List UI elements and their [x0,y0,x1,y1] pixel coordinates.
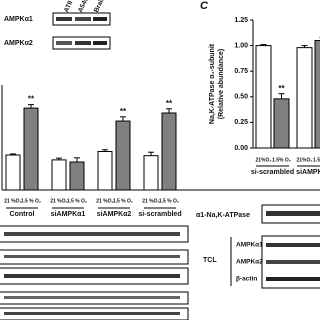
lane-label: Brain [93,0,106,14]
y-tick-label: 0.75 [234,68,248,75]
band [93,41,107,45]
band [266,211,320,216]
bar [5,154,21,191]
y-tick-label: 0.25 [234,119,248,126]
significance: ** [28,95,35,104]
x-tick-label: 1.5 % O₂ [113,198,133,204]
bar [97,151,113,191]
x-tick-label: 1.5% O₂ [313,157,320,163]
group-label: Control [10,211,35,218]
y-tick-label: 1.00 [234,42,248,49]
band [266,243,320,247]
band [4,312,180,315]
bar [69,161,85,191]
top-blot: ATII A549+LKB1 Brain AMPKα1 AMPKα2 [4,0,111,50]
y-axis-label: (Relative abundance) [218,49,225,119]
y-tick-label: 0.50 [234,94,248,101]
significance: ** [120,107,127,116]
left-blots [0,225,189,320]
band [266,277,320,281]
group-label: siAMPKα1 [296,169,320,176]
band [4,296,180,299]
y-axis-label: Na,K-ATPase α₁-subunit [209,43,216,124]
bar [51,159,67,191]
x-tick-label: 21 %O₂ [50,198,68,204]
x-tick-label: 21%O₂ [296,157,312,163]
group-label: siAMPKα1 [51,211,86,218]
band [93,17,107,21]
group-label: siAMPKα2 [97,211,132,218]
band [4,232,180,236]
bar [115,120,131,191]
x-tick-label: 21 %O₂ [142,198,160,204]
x-tick-label: 21 %O₂ [4,198,22,204]
y-tick-label: 1.25 [234,17,248,24]
bar [23,107,39,191]
x-tick-label: 1.5 % O₂ [21,198,41,204]
right-blots: α1-Na,K-ATPase TCL AMPKα1 AMPKα2 β-actin [196,204,320,289]
band [266,260,320,264]
x-tick-label: 21%O₂ [255,157,271,163]
row-label: AMPKα1 [4,16,33,23]
bar [296,47,313,149]
significance: ** [278,84,285,93]
y-tick-label: 0.00 [234,145,248,152]
group-label: si-scrambled [251,169,294,176]
significance: ** [166,99,173,108]
band [75,17,91,21]
lane-label: ATII [63,0,74,14]
band [56,17,72,21]
x-tick-label: 21 %O₂ [96,198,114,204]
bar [273,98,290,149]
row-label: α1-Na,K-ATPase [196,212,250,219]
x-tick-label: 1.5 % O₂ [67,198,87,204]
row-label: β-actin [236,276,257,283]
bar [143,155,159,191]
row-label: AMPKα2 [236,259,263,266]
x-tick-label: 1.5% O₂ [272,157,291,163]
band [4,274,180,278]
row-label: AMPKα1 [236,242,263,249]
bar [255,45,272,149]
band [4,255,180,258]
row-label: AMPKα2 [4,40,33,47]
bar [314,39,320,149]
group-label: si-scrambled [138,211,181,218]
panel-label: C [200,0,209,12]
bar [161,112,177,191]
tcl-label: TCL [203,257,217,264]
band [75,41,91,45]
band [56,41,72,45]
x-tick-label: 1.5 % O₂ [159,198,179,204]
